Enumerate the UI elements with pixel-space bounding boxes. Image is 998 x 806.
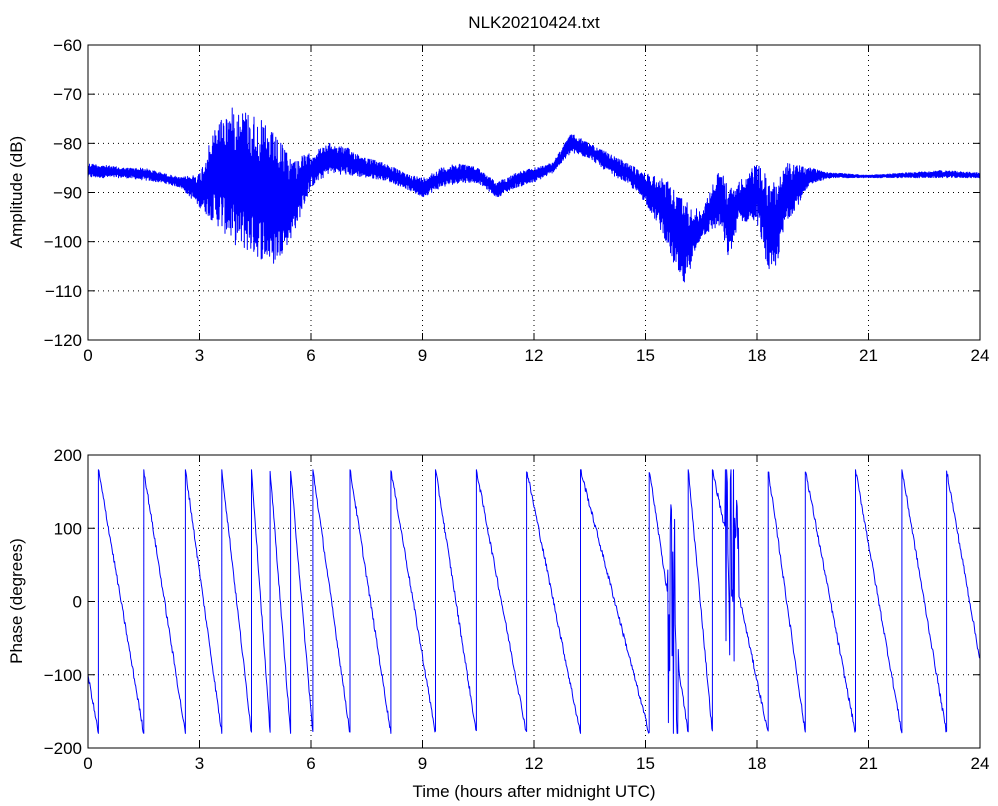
y-tick-label: 100	[54, 519, 82, 538]
phase-x-tick-labels: 0 3 6 9 12 15 18 21 24	[83, 754, 989, 773]
phase-y-axis-label: Phase (degrees)	[7, 538, 26, 664]
x-tick-label: 21	[859, 754, 878, 773]
y-tick-label: −120	[44, 331, 82, 350]
amplitude-grid	[88, 45, 980, 340]
phase-x-axis-label: Time (hours after midnight UTC)	[412, 782, 655, 801]
x-tick-label: 24	[971, 754, 990, 773]
phase-y-tick-labels: 200 100 0 −100 −200	[44, 446, 82, 758]
y-tick-label: −200	[44, 739, 82, 758]
y-tick-label: −90	[53, 184, 82, 203]
phase-ticks	[87, 454, 981, 749]
x-tick-label: 18	[748, 346, 767, 365]
y-tick-label: −80	[53, 134, 82, 153]
x-tick-label: 24	[971, 346, 990, 365]
amplitude-series-line	[87, 107, 981, 283]
chart-title: NLK20210424.txt	[468, 13, 600, 32]
y-tick-label: 200	[54, 446, 82, 465]
x-tick-label: 0	[83, 754, 92, 773]
x-tick-label: 0	[83, 346, 92, 365]
x-tick-label: 12	[525, 754, 544, 773]
amplitude-trace	[87, 107, 981, 283]
amplitude-y-tick-labels: −60 −70 −80 −90 −100 −110 −120	[44, 36, 82, 350]
x-tick-label: 3	[195, 346, 204, 365]
y-tick-label: −110	[45, 282, 82, 301]
x-tick-label: 6	[306, 346, 315, 365]
y-tick-label: −60	[53, 36, 82, 55]
y-tick-label: 0	[73, 593, 82, 612]
amplitude-x-tick-labels: 0 3 6 9 12 15 18 21 24	[83, 346, 989, 365]
amplitude-ticks	[87, 44, 981, 341]
x-tick-label: 15	[636, 754, 655, 773]
amplitude-axes: NLK20210424.txt 0 3 6 9 12 15 18 21 24 −60 −70 −80…	[7, 13, 989, 365]
x-tick-label: 21	[859, 346, 878, 365]
x-tick-label: 12	[525, 346, 544, 365]
phase-trace	[87, 469, 981, 734]
x-tick-label: 6	[306, 754, 315, 773]
x-tick-label: 9	[418, 346, 427, 365]
phase-grid	[88, 455, 980, 748]
y-tick-label: −100	[44, 233, 82, 252]
x-tick-label: 3	[195, 754, 204, 773]
x-tick-label: 18	[748, 754, 767, 773]
y-tick-label: −70	[53, 85, 82, 104]
y-tick-label: −100	[44, 666, 82, 685]
amplitude-y-axis-label: Amplitude (dB)	[7, 136, 26, 248]
phase-axes: 0 3 6 9 12 15 18 21 24 200 100 0 −100 −200 Phase (de…	[7, 446, 989, 801]
phase-series-line	[87, 469, 981, 734]
x-tick-label: 15	[636, 346, 655, 365]
x-tick-label: 9	[418, 754, 427, 773]
